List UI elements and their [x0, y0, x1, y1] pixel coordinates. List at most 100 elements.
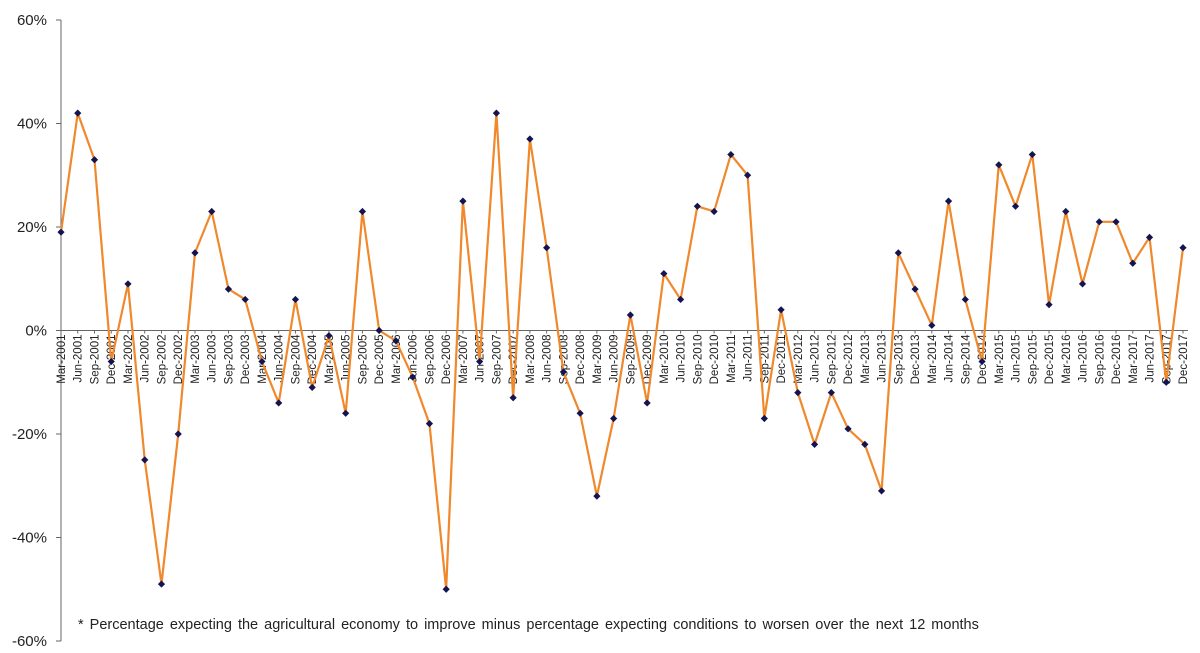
- x-tick-label: Sep-2006: [424, 335, 436, 385]
- data-point-marker: [1112, 218, 1120, 226]
- x-tick-label: Dec-2010: [709, 335, 721, 385]
- x-tick-label: Sep-2003: [223, 335, 235, 385]
- x-tick-label: Jun-2004: [274, 334, 286, 383]
- data-point-marker: [90, 156, 99, 164]
- data-point-marker: [944, 197, 953, 205]
- x-tick-label: Sep-2010: [692, 335, 704, 385]
- data-point-marker: [425, 420, 434, 428]
- x-tick-label: Mar-2016: [1061, 335, 1073, 384]
- x-tick-label: Jun-2014: [944, 334, 956, 383]
- y-tick-label: -20%: [12, 426, 47, 443]
- series-group: [57, 109, 1187, 593]
- data-point-marker: [442, 585, 450, 593]
- x-tick-label: Sep-2015: [1027, 335, 1039, 385]
- data-point-marker: [911, 285, 919, 293]
- x-tick-label: Mar-2014: [927, 334, 939, 384]
- data-point-marker: [107, 357, 115, 366]
- data-point-marker: [1078, 280, 1087, 288]
- x-tick-label: Jun-2015: [1011, 335, 1023, 383]
- data-point-marker: [74, 109, 82, 117]
- x-tick-labels: Mar-2001Jun-2001Sep-2001Dec-2001Mar-2002…: [56, 330, 1190, 385]
- x-tick-label: Sep-2012: [826, 335, 838, 385]
- data-point-marker: [208, 207, 216, 216]
- data-point-marker: [660, 269, 668, 278]
- y-tick-label: 0%: [25, 323, 47, 340]
- data-point-marker: [593, 492, 601, 500]
- data-point-marker: [291, 295, 300, 304]
- x-tick-label: Mar-2009: [592, 335, 604, 384]
- data-point-marker: [124, 280, 132, 288]
- x-tick-label: Dec-2002: [173, 335, 185, 385]
- data-point-marker: [827, 389, 835, 397]
- data-point-marker: [961, 295, 969, 304]
- data-point-marker: [258, 357, 266, 366]
- y-tick-label: -40%: [12, 530, 47, 547]
- data-point-marker: [1162, 378, 1170, 386]
- data-point-marker: [1179, 244, 1187, 252]
- data-point-marker: [275, 399, 283, 407]
- data-point-marker: [157, 580, 166, 588]
- data-point-marker: [342, 409, 350, 417]
- data-point-marker: [325, 332, 333, 340]
- x-tick-label: Mar-2010: [659, 335, 671, 384]
- data-point-marker: [241, 295, 249, 304]
- data-point-marker: [476, 357, 484, 366]
- x-tick-label: Jun-2013: [877, 335, 889, 383]
- data-point-marker: [576, 409, 584, 417]
- x-tick-label: Jun-2003: [207, 335, 219, 383]
- data-point-marker: [643, 399, 651, 407]
- data-point-marker: [727, 150, 735, 159]
- data-point-marker: [57, 228, 65, 236]
- data-point-marker: [1062, 207, 1070, 216]
- x-tick-label: Mar-2013: [860, 335, 872, 384]
- x-tick-label: Dec-2006: [441, 335, 453, 385]
- data-point-marker: [777, 306, 785, 314]
- x-tick-label: Dec-2005: [374, 335, 386, 385]
- data-point-marker: [1129, 259, 1137, 267]
- x-tick-label: Sep-2014: [960, 334, 972, 384]
- x-tick-label: Mar-2015: [994, 335, 1006, 384]
- x-tick-label: Mar-2007: [458, 335, 470, 384]
- x-tick-label: Mar-2008: [525, 335, 537, 384]
- x-tick-label: Dec-2016: [1111, 335, 1123, 385]
- x-tick-label: Sep-2001: [89, 335, 101, 385]
- data-point-marker: [375, 326, 383, 335]
- x-tick-label: Jun-2002: [140, 335, 152, 383]
- y-tick-label: 60%: [17, 12, 47, 29]
- x-tick-label: Dec-2003: [240, 335, 252, 385]
- x-tick-label: Jun-2009: [609, 335, 621, 383]
- data-point-marker: [459, 197, 467, 205]
- x-tick-label: Mar-2011: [726, 335, 738, 383]
- data-point-marker: [760, 414, 768, 423]
- y-tick-label: -60%: [12, 633, 47, 650]
- data-point-marker: [844, 425, 852, 433]
- x-tick-label: Dec-2017: [1178, 335, 1190, 385]
- x-tick-label: Sep-2004: [290, 334, 302, 384]
- series-line: [59, 112, 1185, 591]
- x-tick-label: Sep-2009: [625, 335, 637, 385]
- x-tick-label: Jun-2017: [1145, 335, 1157, 383]
- data-point-marker: [141, 456, 149, 464]
- data-point-marker: [1011, 202, 1020, 210]
- footnote: * Percentage expecting the agricultural …: [78, 617, 979, 633]
- data-point-marker: [308, 383, 316, 392]
- x-tick-label: Sep-2005: [357, 335, 369, 385]
- data-point-marker: [877, 487, 886, 495]
- x-tick-label: Jun-2016: [1078, 335, 1090, 383]
- x-tick-label: Mar-2005: [324, 335, 336, 384]
- x-tick-label: Sep-2007: [491, 335, 503, 385]
- data-point-marker: [358, 207, 367, 216]
- data-point-marker: [392, 337, 400, 345]
- data-point-marker: [794, 389, 802, 397]
- data-point-marker: [693, 202, 701, 210]
- data-point-marker: [810, 440, 819, 448]
- x-tick-label: Sep-2002: [156, 335, 168, 385]
- data-point-marker: [626, 311, 634, 319]
- x-tick-label: Jun-2012: [810, 335, 822, 383]
- data-point-marker: [710, 207, 718, 216]
- x-tick-label: Sep-2011: [759, 335, 771, 384]
- data-point-marker: [224, 285, 233, 293]
- data-point-marker: [995, 161, 1003, 169]
- x-tick-label: Mar-2001: [56, 335, 68, 384]
